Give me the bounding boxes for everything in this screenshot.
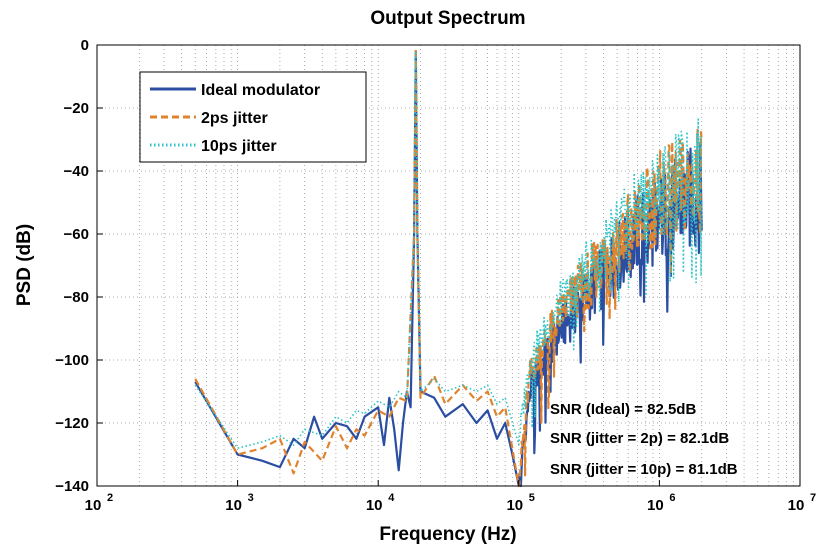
legend: Ideal modulator 2ps jitter 10ps jitter	[139, 71, 367, 163]
y-tick-label: −60	[64, 226, 89, 243]
x-tick-label: 10	[788, 497, 805, 514]
y-tick-label: −100	[55, 352, 89, 369]
x-tick-exponent: 5	[529, 492, 535, 504]
chart-title: Output Spectrum	[370, 8, 525, 29]
x-tick-label: 10	[647, 497, 664, 514]
y-tick-label: −140	[55, 478, 89, 495]
x-tick-exponent: 4	[388, 492, 395, 504]
y-tick-label: −40	[64, 163, 89, 180]
x-tick-exponent: 3	[248, 492, 254, 504]
axis-ticks: 0 −20 −40 −60 −80 −100 −120 −140 10 2 10 3 10 4 10 5 10 6…	[55, 37, 816, 514]
x-tick-label: 10	[506, 497, 523, 514]
y-tick-label: −20	[64, 100, 89, 117]
x-tick-exponent: 6	[669, 492, 675, 504]
snr-jitter-10p: SNR (jitter = 10p) = 81.1dB	[550, 461, 738, 478]
snr-ideal: SNR (Ideal) = 82.5dB	[550, 401, 696, 418]
x-tick-label: 10	[225, 497, 242, 514]
series-line-3	[194, 50, 703, 449]
x-tick-label: 10	[366, 497, 383, 514]
snr-annotations: SNR (Ideal) = 82.5dB SNR (jitter = 2p) =…	[550, 401, 738, 478]
y-tick-label: 0	[81, 37, 89, 54]
legend-label-2ps: 2ps jitter	[201, 110, 268, 127]
y-tick-label: −80	[64, 289, 89, 306]
legend-label-10ps: 10ps jitter	[201, 138, 277, 155]
x-tick-exponent: 2	[107, 492, 113, 504]
x-tick-exponent: 7	[810, 492, 816, 504]
x-axis-label: Frequency (Hz)	[379, 524, 516, 545]
y-tick-label: −120	[55, 415, 89, 432]
plot-series	[194, 47, 703, 488]
x-tick-label: 10	[85, 497, 102, 514]
legend-label-ideal: Ideal modulator	[201, 82, 320, 99]
plot-frame	[96, 44, 801, 487]
y-axis-label: PSD (dB)	[14, 224, 35, 306]
snr-jitter-2p: SNR (jitter = 2p) = 82.1dB	[550, 430, 729, 447]
